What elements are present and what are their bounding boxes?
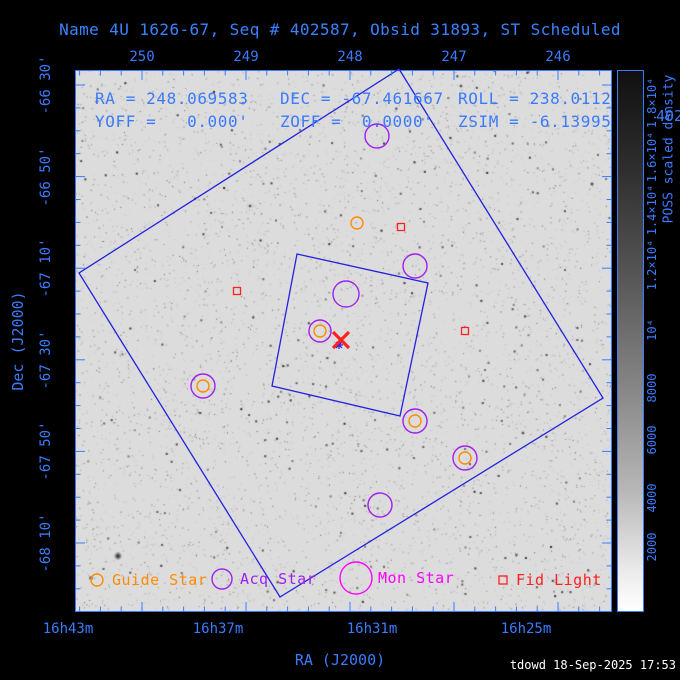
colorbar-tick-label: 1.2×10⁴ bbox=[645, 239, 659, 291]
annotation-dec: DEC = -67.461667 bbox=[280, 89, 444, 108]
x-tick-label: 248 bbox=[337, 49, 363, 65]
legend-marker-guide bbox=[90, 573, 104, 587]
x-hour-tick-label: 16h25m bbox=[500, 621, 552, 637]
acq-star-circle bbox=[190, 373, 216, 399]
x-hour-tick-label: 16h37m bbox=[192, 621, 244, 637]
guide-star-circle bbox=[350, 216, 364, 230]
fov-inner-square bbox=[271, 253, 429, 417]
y-tick-label: -67 50' bbox=[38, 421, 54, 481]
y-tick-label: -67 10' bbox=[38, 238, 54, 298]
annotation-zsim: ZSIM = -6.13995 bbox=[458, 112, 612, 131]
y-tick-label: -67 30' bbox=[38, 330, 54, 390]
legend-label-acq: Acq Star bbox=[240, 570, 317, 588]
y-axis-title: Dec (J2000) bbox=[9, 291, 27, 391]
y-tick-label: -66 30' bbox=[38, 55, 54, 115]
acq-star-circle bbox=[402, 408, 428, 434]
colorbar-tick-label: 4000 bbox=[645, 483, 659, 513]
colorbar-tick-label: 8000 bbox=[645, 373, 659, 403]
x-axis-title: RA (J2000) bbox=[294, 651, 386, 669]
acq-star-circle bbox=[402, 253, 428, 279]
target-x-marker bbox=[331, 330, 351, 350]
y-tick-label: -68 10' bbox=[38, 513, 54, 573]
colorbar-tick-label: 1.6×10⁴ bbox=[645, 131, 659, 183]
x-tick-label: 250 bbox=[129, 49, 155, 65]
x-tick-label: 247 bbox=[441, 49, 467, 65]
fid-light-square bbox=[396, 222, 406, 232]
annotation-ra: RA = 248.069583 bbox=[95, 89, 249, 108]
colorbar-tick-label: 1.4×10⁴ bbox=[645, 184, 659, 236]
annotation-roll: ROLL = 238.0112 bbox=[458, 89, 612, 108]
legend-marker-acq bbox=[211, 568, 233, 590]
acq-star-circle bbox=[332, 280, 360, 308]
legend-label-fid: Fid Light bbox=[516, 571, 602, 589]
colorbar-title: POSS scaled density bbox=[661, 74, 677, 224]
colorbar-gradient bbox=[617, 70, 644, 612]
colorbar-tick-label: 6000 bbox=[645, 425, 659, 455]
x-tick-label: 246 bbox=[545, 49, 571, 65]
legend-marker-fid bbox=[498, 575, 508, 585]
legend-marker-mon bbox=[339, 561, 373, 595]
annotation-zoff: ZOFF = 0.0000' bbox=[280, 112, 434, 131]
acq-star-circle bbox=[452, 445, 478, 471]
colorbar-tick-label: 2000 bbox=[645, 532, 659, 562]
catalog-star-marker bbox=[335, 341, 343, 349]
x-tick-label: 249 bbox=[233, 49, 259, 65]
guide-star-circle bbox=[313, 324, 327, 338]
fid-light-square bbox=[232, 286, 242, 296]
legend-label-guide: Guide Star bbox=[112, 571, 208, 589]
legend-label-mon: Mon Star bbox=[378, 569, 455, 587]
page-title: Name 4U 1626-67, Seq # 402587, Obsid 318… bbox=[59, 20, 621, 39]
colorbar-tick-label: 10⁴ bbox=[645, 319, 659, 341]
x-hour-tick-label: 16h43m bbox=[42, 621, 94, 637]
guide-star-circle bbox=[196, 379, 210, 393]
annotation-yoff: YOFF = 0.000' bbox=[95, 112, 249, 131]
credit-timestamp: tdowd 18-Sep-2025 17:53 bbox=[509, 658, 676, 672]
clipped-edge-text: 402 bbox=[656, 107, 680, 125]
x-hour-tick-label: 16h31m bbox=[346, 621, 398, 637]
fov-outer-square bbox=[78, 68, 604, 598]
y-tick-label: -66 50' bbox=[38, 147, 54, 207]
guide-star-circle bbox=[408, 414, 422, 428]
acq-star-circle bbox=[364, 123, 390, 149]
acq-star-circle bbox=[367, 492, 393, 518]
fid-light-square bbox=[460, 326, 470, 336]
guide-star-circle bbox=[458, 451, 472, 465]
acq-star-circle bbox=[308, 319, 332, 343]
